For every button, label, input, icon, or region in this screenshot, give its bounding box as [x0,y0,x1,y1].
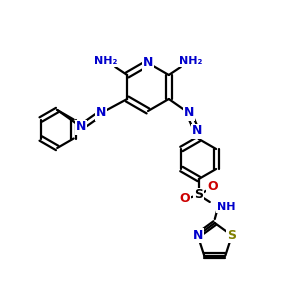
Text: N: N [192,124,202,137]
Text: O: O [179,193,190,206]
Text: NH₂: NH₂ [94,56,117,66]
Text: N: N [193,229,203,242]
Text: S: S [194,188,203,202]
Text: S: S [227,229,236,242]
Text: NH: NH [217,202,235,212]
Text: N: N [96,106,106,119]
Text: NH₂: NH₂ [179,56,202,66]
Text: O: O [208,181,218,194]
Text: N: N [143,56,153,70]
Text: N: N [184,106,194,119]
Text: N: N [76,121,86,134]
